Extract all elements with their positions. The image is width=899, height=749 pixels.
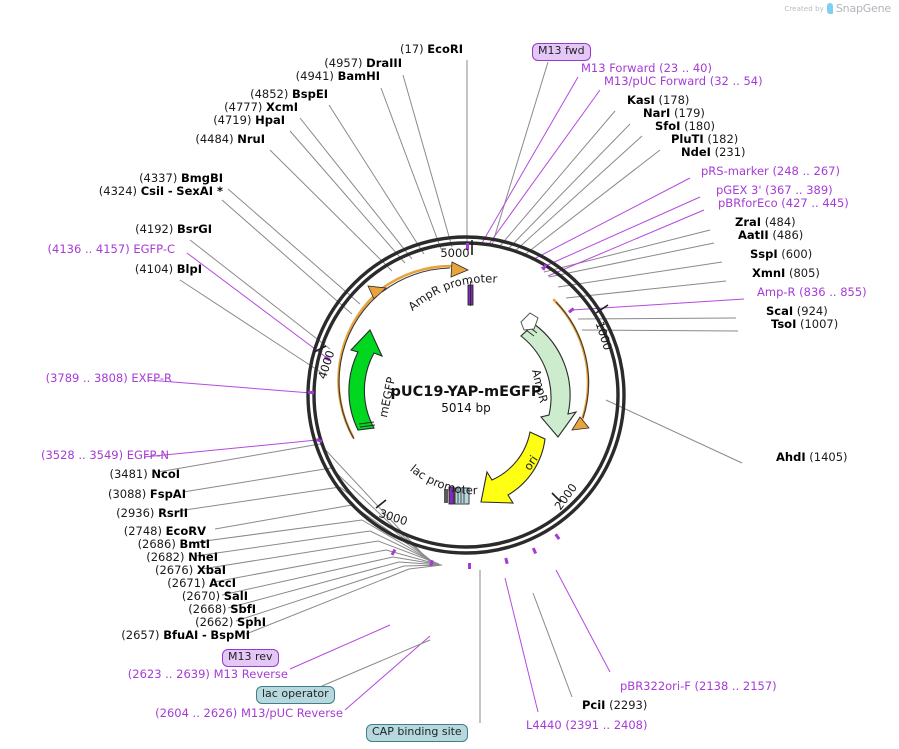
- feature-mEGFP: [348, 329, 384, 431]
- enzyme-label-SphI: (2662) SphI: [195, 615, 266, 629]
- orf-arc-outlines: [338, 267, 590, 440]
- enzyme-label-AatII: AatII (486): [738, 228, 804, 242]
- primer-label-pGEX-3prime: pGEX 3' (367 .. 389): [716, 183, 833, 197]
- feature-AmpR-promoter: [467, 281, 474, 306]
- ruler-tick-3000: 3000: [377, 506, 409, 528]
- leader-lines-primers-left: [143, 252, 431, 711]
- leader-lines-top-left: [179, 60, 468, 374]
- plasmid-size: 5014 bp: [441, 401, 491, 415]
- enzyme-label-PluTI: PluTI (182): [671, 132, 739, 146]
- snapgene-brand-text: SnapGene: [835, 2, 891, 15]
- enzyme-label-ZraI: ZraI (484): [735, 215, 796, 229]
- enzyme-label-FspAI: (3088) FspAI: [107, 487, 186, 501]
- enzyme-label-SalI: (2670) SalI: [181, 589, 248, 603]
- feature-label-AmpR-promoter: AmpR promoter: [405, 271, 498, 313]
- enzyme-label-NdeI: NdeI (231): [681, 145, 746, 159]
- ruler-tick-1000: 1000: [593, 320, 615, 352]
- enzyme-label-PciI: PciI (2293): [582, 698, 648, 712]
- feature-label-lac-promoter: lac promoter: [407, 462, 477, 498]
- enzyme-label-CsiI-SexAI: (4324) CsiI - SexAI *: [98, 184, 223, 198]
- enzyme-label-EcoRI: (17) EcoRI: [400, 42, 463, 56]
- backbone-site-ticks: [307, 243, 575, 569]
- chip-m13-fwd[interactable]: M13 fwd: [532, 43, 591, 61]
- primer-label-EGFP-N: (3528 .. 3549) EGFP-N: [40, 448, 169, 462]
- chip-lac-operator[interactable]: lac operator: [256, 686, 335, 704]
- primer-label-pBR322ori-F: pBR322ori-F (2138 .. 2157): [620, 679, 777, 693]
- enzyme-label-AhdI: AhdI (1405): [776, 450, 848, 464]
- feature-AmpR: [520, 312, 578, 438]
- enzyme-label-BlpI: (4104) BlpI: [134, 262, 202, 276]
- plasmid-name: pUC19-YAP-mEGFP: [390, 384, 541, 400]
- enzyme-label-NruI: (4484) NruI: [195, 132, 265, 146]
- enzyme-label-SbfI: (2668) SbfI: [188, 602, 256, 616]
- enzyme-label-NarI: NarI (179): [643, 106, 705, 120]
- leader-lines-bottom-purple: [504, 569, 611, 713]
- enzyme-label-XcmI: (4777) XcmI: [224, 100, 298, 114]
- leader-lines-bottom: [321, 570, 573, 723]
- enzyme-label-KasI: KasI (178): [627, 93, 690, 107]
- orf-arc-heads: [367, 261, 590, 431]
- chip-m13-rev[interactable]: M13 rev: [222, 649, 279, 667]
- primer-label-L4440: L4440 (2391 .. 2408): [526, 718, 648, 732]
- enzyme-label-ScaI: ScaI (924): [766, 304, 828, 318]
- primer-label-M13-pUC-Reverse: (2604 .. 2626) M13/pUC Reverse: [155, 706, 343, 720]
- primer-label-M13-Forward: M13 Forward (23 .. 40): [581, 61, 712, 75]
- enzyme-label-SfoI: SfoI (180): [655, 119, 716, 133]
- enzyme-label-XmnI: XmnI (805): [752, 266, 820, 280]
- enzyme-label-BmtI: (2686) BmtI: [137, 537, 210, 551]
- enzyme-label-SspI: SspI (600): [750, 247, 813, 261]
- enzyme-label-DraIII: (4957) DraIII: [324, 56, 402, 70]
- ruler-tick-5000: 5000: [440, 246, 469, 260]
- enzyme-label-HpaI: (4719) HpaI: [213, 113, 285, 127]
- enzyme-label-XbaI: (2676) XbaI: [154, 563, 226, 577]
- primer-label-pBRforEco: pBRforEco (427 .. 445): [718, 196, 849, 210]
- enzyme-label-BamHI: (4941) BamHI: [295, 69, 380, 83]
- enzyme-label-NcoI: (3481) NcoI: [109, 467, 180, 481]
- primer-label-M13-pUC-Forward: M13/pUC Forward (32 .. 54): [604, 74, 763, 88]
- primer-label-M13-Reverse: (2623 .. 2639) M13 Reverse: [127, 667, 288, 681]
- enzyme-label-BfuAI-BspMI: (2657) BfuAI - BspMI: [121, 628, 250, 642]
- leader-lines-top-right: [491, 61, 743, 464]
- enzyme-label-TsoI: TsoI (1007): [771, 317, 839, 331]
- primer-label-Amp-R: Amp-R (836 .. 855): [757, 285, 867, 299]
- feature-label-ori: ori: [521, 453, 541, 473]
- feature-ori: [480, 431, 546, 504]
- snapgene-attribution: Created by SnapGene: [784, 2, 891, 15]
- leader-lines-primers-right: [481, 76, 745, 311]
- enzyme-label-NheI: (2682) NheI: [146, 550, 218, 564]
- enzyme-label-RsrII: (2936) RsrII: [116, 506, 188, 520]
- feature-lac-promoter: [444, 486, 470, 505]
- enzyme-label-AccI: (2671) AccI: [167, 576, 236, 590]
- snapgene-droplet-icon: [826, 3, 833, 14]
- plasmid-ruler-ticks: [313, 240, 609, 509]
- enzyme-label-EcoRV: (2748) EcoRV: [123, 524, 206, 538]
- primer-label-EXFP-R: (3789 .. 3808) EXFP-R: [45, 371, 172, 385]
- enzyme-label-BmgBI: (4337) BmgBI: [139, 171, 223, 185]
- primer-label-pRS-marker: pRS-marker (248 .. 267): [701, 164, 840, 178]
- primer-label-EGFP-C: (4136 .. 4157) EGFP-C: [47, 242, 175, 256]
- enzyme-label-BsrGI: (4192) BsrGI: [135, 222, 212, 236]
- enzyme-label-BspEI: (4852) BspEI: [250, 87, 328, 101]
- chip-cap-binding-site[interactable]: CAP binding site: [366, 724, 468, 742]
- created-by-text: Created by: [784, 4, 824, 13]
